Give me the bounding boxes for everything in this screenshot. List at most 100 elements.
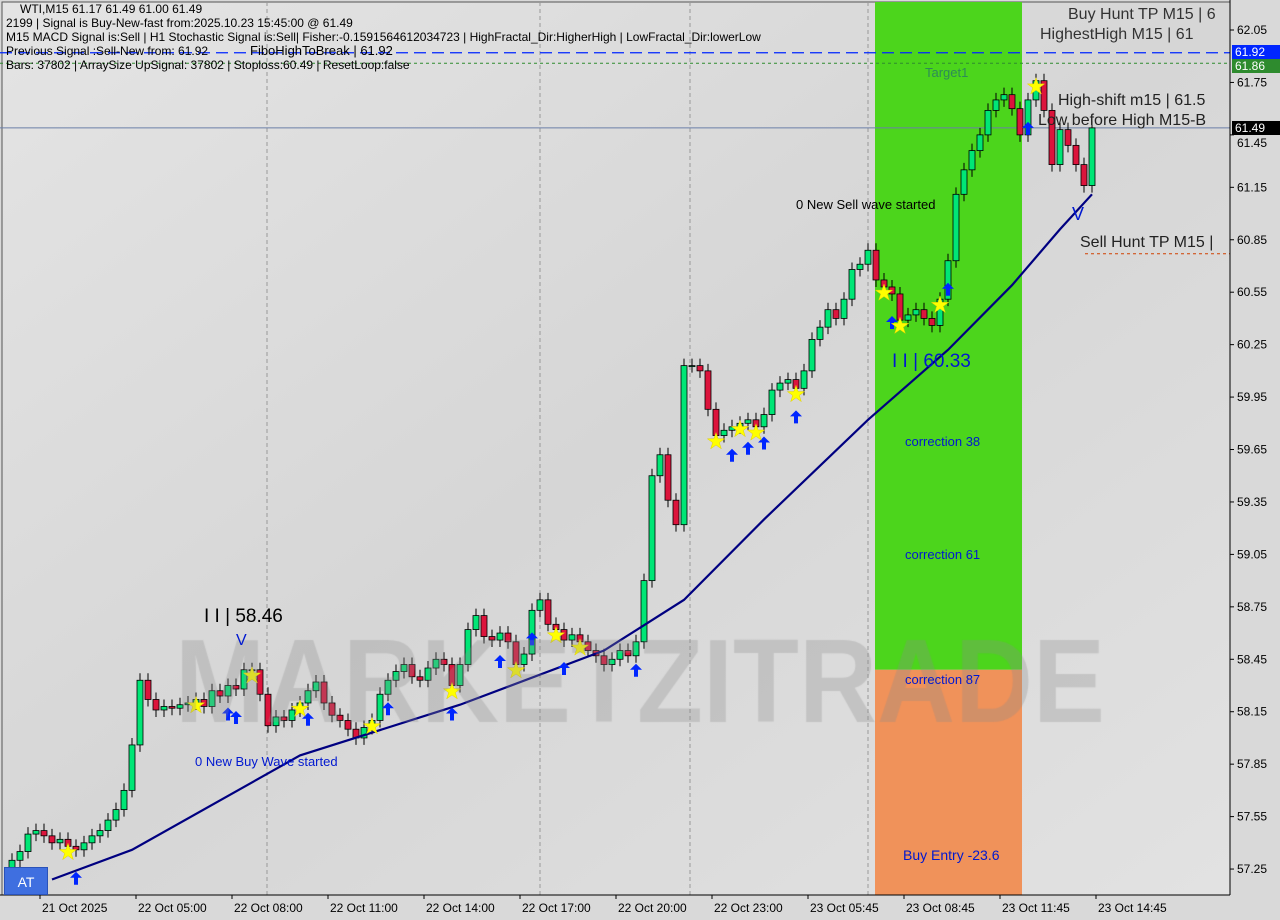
- high-shift-label: High-shift m15 | 61.5: [1058, 92, 1206, 109]
- bull-candle: [272, 716, 280, 727]
- correction-38-label: correction 38: [905, 434, 981, 449]
- bear-candle: [600, 655, 608, 665]
- correction-87-label: correction 87: [905, 672, 981, 687]
- buy-entry-label: Buy Entry -23.6: [903, 847, 1000, 863]
- bull-candle: [376, 693, 384, 721]
- bull-candle: [304, 690, 312, 704]
- bull-candle: [992, 99, 1000, 111]
- bear-candle: [712, 408, 720, 436]
- bull-candle: [496, 632, 504, 641]
- bull-candle: [904, 314, 912, 321]
- bear-candle: [696, 365, 704, 372]
- x-tick-label: 22 Oct 14:00: [426, 901, 495, 915]
- bear-candle: [1064, 129, 1072, 146]
- bull-candle: [288, 709, 296, 721]
- bull-candle: [720, 429, 728, 436]
- sell-marker: V: [1072, 204, 1085, 224]
- bear-candle: [1008, 94, 1016, 110]
- plot-area: [1, 1, 1231, 896]
- bull-candle: [80, 842, 88, 851]
- x-tick-label: 22 Oct 05:00: [138, 901, 207, 915]
- y-tick-label: 61.15: [1237, 180, 1267, 194]
- bull-candle: [16, 851, 24, 861]
- y-tick-label: 61.75: [1237, 75, 1267, 89]
- y-tick-label: 59.35: [1237, 495, 1267, 509]
- bull-candle: [656, 454, 664, 477]
- fibo-high-price-tag: 61.92: [1232, 45, 1280, 59]
- bull-candle: [824, 309, 832, 328]
- bear-candle: [416, 676, 424, 681]
- bull-candle: [1056, 129, 1064, 165]
- bear-candle: [832, 309, 840, 319]
- bear-candle: [320, 681, 328, 704]
- target1-label: Target1: [925, 65, 969, 80]
- y-tick-label: 60.55: [1237, 285, 1267, 299]
- y-tick-label: 61.45: [1237, 136, 1267, 150]
- signal-text: 2199 | Signal is Buy-New-fast from:2025.…: [6, 16, 353, 30]
- bear-candle: [704, 370, 712, 410]
- x-tick-label: 22 Oct 23:00: [714, 901, 783, 915]
- bull-candle: [864, 249, 872, 265]
- high-marker: V: [236, 632, 247, 649]
- buy-hunt-label: Buy Hunt TP M15 | 6: [1068, 6, 1216, 23]
- price-axis: [1230, 0, 1280, 920]
- x-tick-label: 22 Oct 11:00: [330, 901, 398, 915]
- y-tick-label: 58.15: [1237, 705, 1267, 719]
- bull-candle: [208, 690, 216, 707]
- y-tick-label: 57.85: [1237, 757, 1267, 771]
- bear-candle: [624, 650, 632, 657]
- bear-candle: [1016, 108, 1024, 136]
- bull-candle: [952, 193, 960, 262]
- x-tick-label: 22 Oct 20:00: [618, 901, 687, 915]
- fibo-high-label: FiboHighToBreak | 61.92: [250, 43, 393, 58]
- bear-candle: [440, 658, 448, 665]
- bull-candle: [768, 389, 776, 415]
- bull-candle: [760, 414, 768, 428]
- bull-candle: [424, 667, 432, 681]
- bull-candle: [312, 681, 320, 692]
- bull-candle: [24, 833, 32, 852]
- low-before-high-label: Low before High M15-B: [1038, 112, 1207, 129]
- y-tick-label: 59.65: [1237, 443, 1267, 457]
- x-tick-label: 22 Oct 17:00: [522, 901, 591, 915]
- bull-candle: [968, 150, 976, 171]
- bull-candle: [568, 634, 576, 641]
- y-tick-label: 58.75: [1237, 600, 1267, 614]
- bear-candle: [928, 318, 936, 326]
- bull-candle: [120, 789, 128, 811]
- bear-candle: [280, 716, 288, 721]
- x-tick-label: 23 Oct 11:45: [1002, 901, 1070, 915]
- highest-high-label: HighestHigh M15 | 61: [1040, 26, 1194, 43]
- bull-candle: [648, 475, 656, 582]
- bull-candle: [776, 382, 784, 391]
- bear-candle: [232, 685, 240, 690]
- bull-candle: [784, 379, 792, 384]
- bull-candle: [88, 835, 96, 844]
- bull-candle: [536, 599, 544, 611]
- auto-trading-button[interactable]: AT: [4, 867, 48, 895]
- x-tick-label: 21 Oct 2025: [42, 901, 108, 915]
- bull-candle: [816, 326, 824, 340]
- bull-candle: [464, 629, 472, 665]
- symbol-ohlc: WTI,M15 61.17 61.49 61.00 61.49: [20, 2, 203, 16]
- bull-candle: [1088, 127, 1096, 186]
- bear-candle: [144, 679, 152, 700]
- bear-candle: [168, 706, 176, 709]
- bull-candle: [392, 671, 400, 681]
- y-tick-label: 57.25: [1237, 862, 1267, 876]
- bull-candle: [608, 658, 616, 665]
- bear-candle: [216, 690, 224, 697]
- bear-candle: [672, 499, 680, 526]
- bull-candle: [800, 370, 808, 389]
- bear-candle: [920, 309, 928, 319]
- y-tick-label: 58.45: [1237, 652, 1267, 666]
- bear-candle: [336, 714, 344, 721]
- high-level-label: I I | 58.46: [204, 606, 283, 627]
- bull-candle: [528, 609, 536, 655]
- bull-candle: [112, 809, 120, 821]
- bull-candle: [472, 615, 480, 630]
- y-tick-label: 59.95: [1237, 390, 1267, 404]
- bull-candle: [56, 838, 64, 844]
- x-tick-label: 23 Oct 08:45: [906, 901, 975, 915]
